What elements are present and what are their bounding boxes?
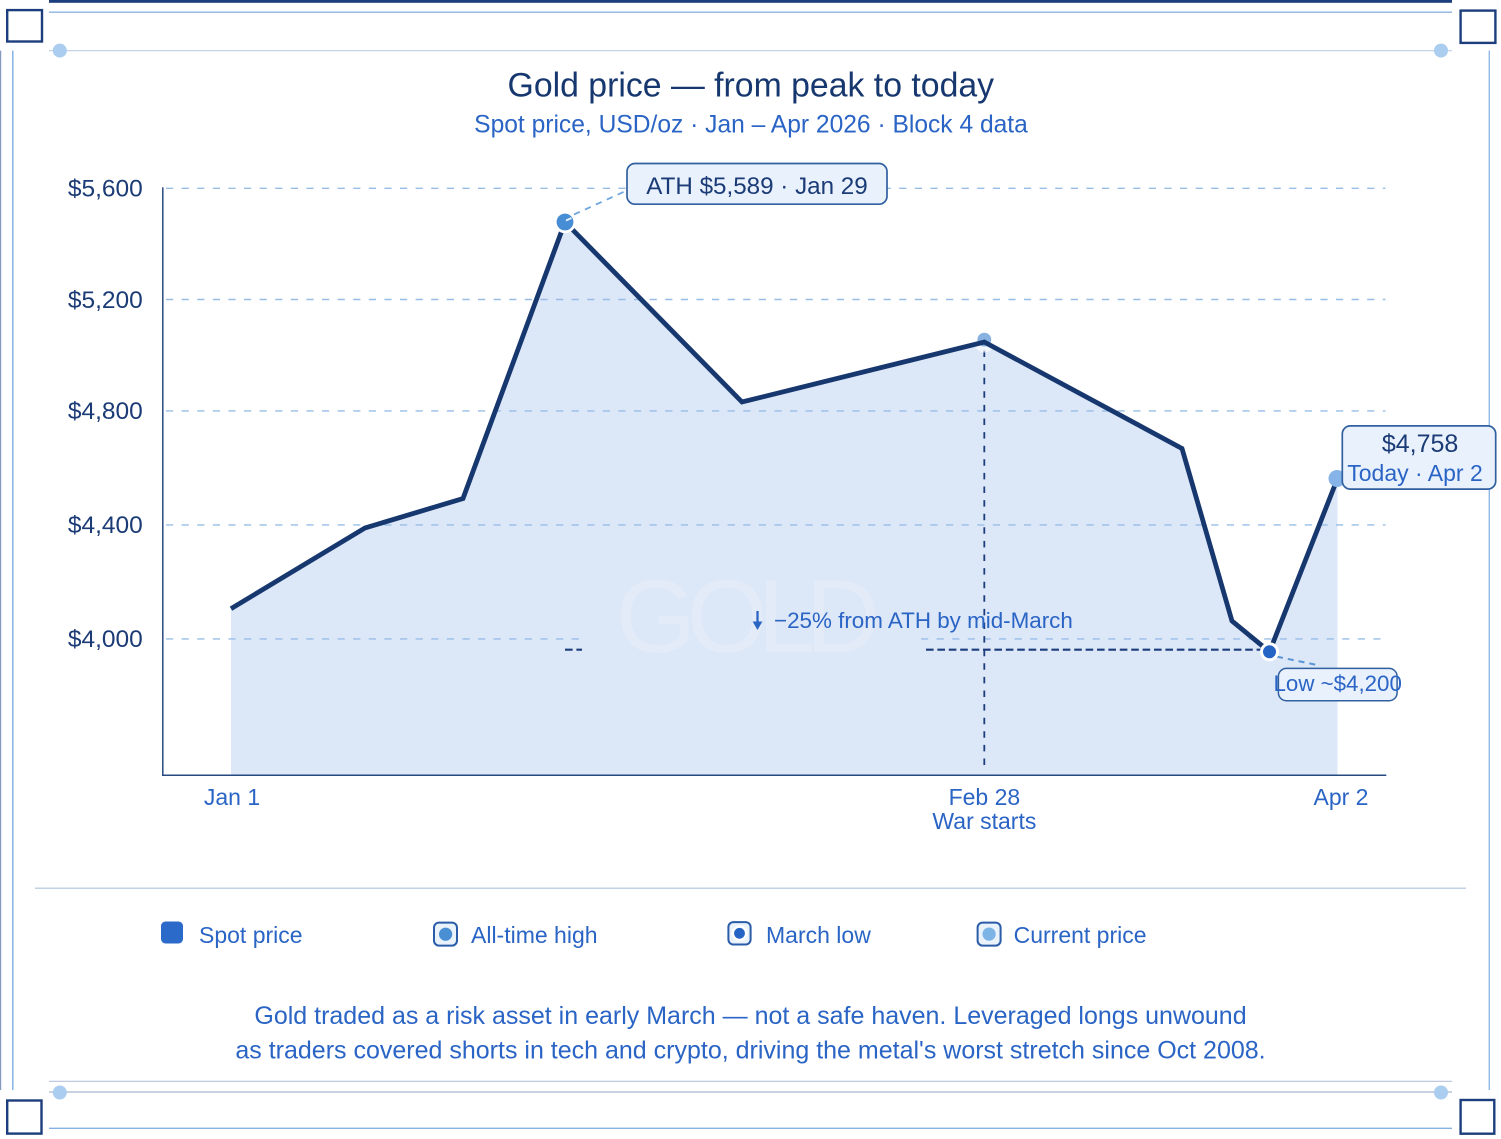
svg-text:March low: March low <box>766 922 871 948</box>
svg-text:Apr 2: Apr 2 <box>1314 784 1369 810</box>
svg-text:Spot price, USD/oz · Jan – Apr: Spot price, USD/oz · Jan – Apr 2026 · Bl… <box>474 112 1028 139</box>
svg-text:All-time high: All-time high <box>471 922 598 948</box>
svg-text:Low ~$4,200: Low ~$4,200 <box>1274 671 1402 696</box>
svg-text:−25% from ATH by mid-March: −25% from ATH by mid-March <box>774 608 1073 633</box>
svg-text:Feb 28: Feb 28 <box>949 784 1021 810</box>
svg-text:$5,600: $5,600 <box>68 176 143 203</box>
svg-text:Gold price — from peak to toda: Gold price — from peak to today <box>508 67 995 105</box>
svg-text:$4,000: $4,000 <box>68 626 143 653</box>
svg-text:War starts: War starts <box>932 808 1036 834</box>
svg-text:as traders covered shorts in t: as traders covered shorts in tech and cr… <box>235 1036 1265 1064</box>
svg-text:$5,200: $5,200 <box>68 287 143 314</box>
svg-text:Today · Apr 2: Today · Apr 2 <box>1347 460 1483 486</box>
svg-text:GOLD: GOLD <box>616 558 876 674</box>
svg-text:ATH $5,589 · Jan 29: ATH $5,589 · Jan 29 <box>646 173 867 200</box>
svg-text:Jan 1: Jan 1 <box>204 784 260 810</box>
svg-text:Current price: Current price <box>1014 922 1147 948</box>
svg-text:$4,800: $4,800 <box>68 398 143 425</box>
svg-text:Gold traded as a risk asset in: Gold traded as a risk asset in early Mar… <box>254 1002 1246 1030</box>
svg-text:Spot price: Spot price <box>199 922 303 948</box>
svg-text:$4,758: $4,758 <box>1382 430 1458 458</box>
svg-text:$4,400: $4,400 <box>68 512 143 539</box>
